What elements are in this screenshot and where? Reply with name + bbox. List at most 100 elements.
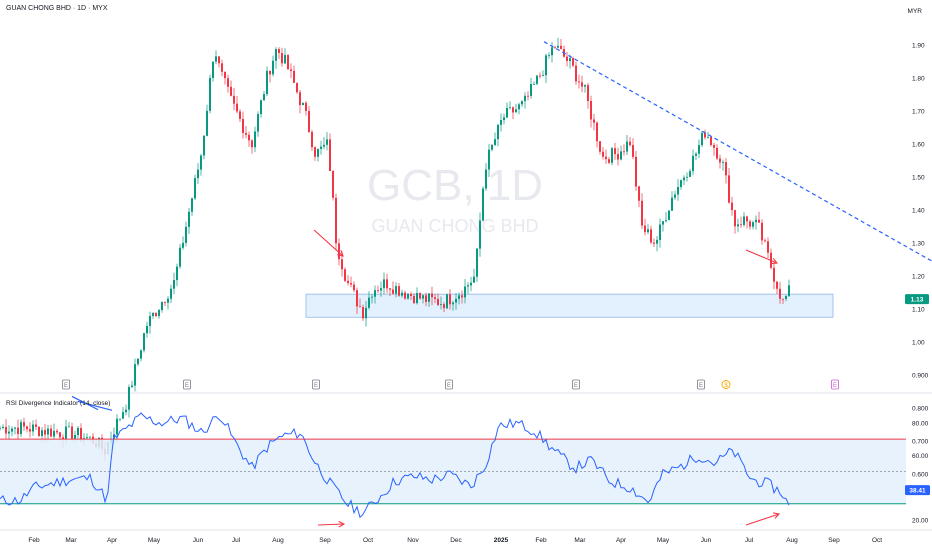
candle-body: [284, 55, 286, 64]
candle-body: [362, 307, 364, 319]
candle-body: [275, 49, 277, 61]
candle-body: [512, 107, 514, 113]
candle-body: [71, 426, 73, 440]
candle-body: [14, 427, 16, 429]
candle-body: [737, 224, 739, 227]
time-axis-label: Mar: [65, 537, 77, 544]
candle-body: [242, 118, 244, 133]
price-tick-label: 0.700: [912, 439, 929, 446]
candle-body: [416, 292, 418, 304]
candle-body: [428, 293, 430, 302]
candle-body: [314, 147, 316, 157]
candle-body: [395, 286, 397, 294]
candle-body: [2, 426, 4, 428]
candle-body: [116, 418, 118, 435]
candle-body: [674, 194, 676, 198]
candle-body: [50, 428, 52, 437]
candle-body: [725, 162, 727, 176]
candle-body: [671, 197, 673, 211]
candle-body: [713, 144, 715, 148]
candle-body: [698, 145, 700, 154]
candle-body: [578, 81, 580, 83]
candle-body: [626, 141, 628, 152]
candle-body: [644, 225, 646, 233]
flag-line-lower: [77, 400, 113, 411]
candle-body: [44, 430, 46, 435]
candle-body: [128, 387, 130, 410]
candle-body: [293, 70, 295, 83]
candle-body: [260, 100, 262, 115]
price-tick-label: 1.70: [912, 109, 925, 116]
candle-body: [479, 220, 481, 249]
candle-body: [518, 104, 520, 110]
candle-body: [269, 70, 271, 75]
candle-body: [29, 429, 31, 432]
candle-body: [404, 292, 406, 299]
candle-body: [236, 103, 238, 112]
candle-body: [575, 65, 577, 82]
price-tick-label: 1.40: [912, 208, 925, 215]
candle-body: [299, 92, 301, 106]
candle-body: [647, 229, 649, 233]
candle-body: [434, 297, 436, 299]
candle-body: [332, 171, 334, 198]
candle-body: [707, 136, 709, 138]
candle-body: [56, 430, 58, 433]
candle-body: [755, 219, 757, 223]
time-axis-label: Apr: [616, 537, 627, 544]
candle-body: [80, 427, 82, 441]
earnings-marker-label: E: [699, 383, 703, 389]
candle-body: [617, 154, 619, 160]
candle-body: [203, 135, 205, 156]
candle-body: [722, 162, 724, 163]
price-divergence-arrow-left: [313, 229, 344, 257]
rsi-divergence-arrow-right-head: [772, 512, 781, 519]
candle-body: [47, 428, 49, 435]
earnings-marker-label: E: [64, 383, 68, 389]
candle-body: [329, 139, 331, 172]
candle-body: [461, 295, 463, 298]
candle-body: [788, 285, 790, 297]
candle-body: [179, 247, 181, 267]
candle-body: [605, 156, 607, 160]
candle-body: [557, 45, 559, 48]
candle-body: [680, 180, 682, 188]
candle-body: [266, 70, 268, 95]
candle-body: [500, 120, 502, 125]
candle-body: [188, 211, 190, 227]
candle-body: [524, 95, 526, 102]
price-tick-label: 1.60: [912, 142, 925, 149]
price-tick-label: 1.10: [912, 307, 925, 314]
rsi-indicator-title[interactable]: RSI Divergence Indicator (14, close): [6, 400, 111, 407]
candle-body: [515, 109, 517, 113]
candle-body: [764, 240, 766, 242]
symbol-header[interactable]: GUAN CHONG BHD · 1D · MYX: [6, 5, 108, 12]
candle-body: [248, 134, 250, 141]
candle-body: [455, 298, 457, 303]
candle-body: [140, 350, 142, 359]
candle-body: [467, 285, 469, 287]
candle-body: [425, 295, 427, 302]
candle-body: [485, 169, 487, 189]
candle-body: [584, 85, 586, 87]
candle-body: [167, 298, 169, 303]
candle-body: [710, 136, 712, 145]
time-axis-label: Jul: [232, 537, 241, 544]
time-axis-label: Oct: [363, 537, 373, 544]
candle-body: [491, 144, 493, 150]
rsi-divergence-arrow-right: [745, 513, 780, 526]
earnings-marker: [445, 379, 453, 390]
candle-body: [176, 266, 178, 281]
candle-body: [224, 71, 226, 79]
candle-body: [590, 101, 592, 120]
candle-body: [245, 132, 247, 135]
candle-body: [296, 82, 298, 93]
candle-body: [152, 312, 154, 317]
candle-body: [257, 114, 259, 132]
earnings-marker: [312, 379, 320, 390]
candle-body: [641, 200, 643, 226]
candle-body: [347, 280, 349, 284]
upcoming-earnings-label: E: [833, 383, 837, 389]
candle-body: [209, 77, 211, 111]
